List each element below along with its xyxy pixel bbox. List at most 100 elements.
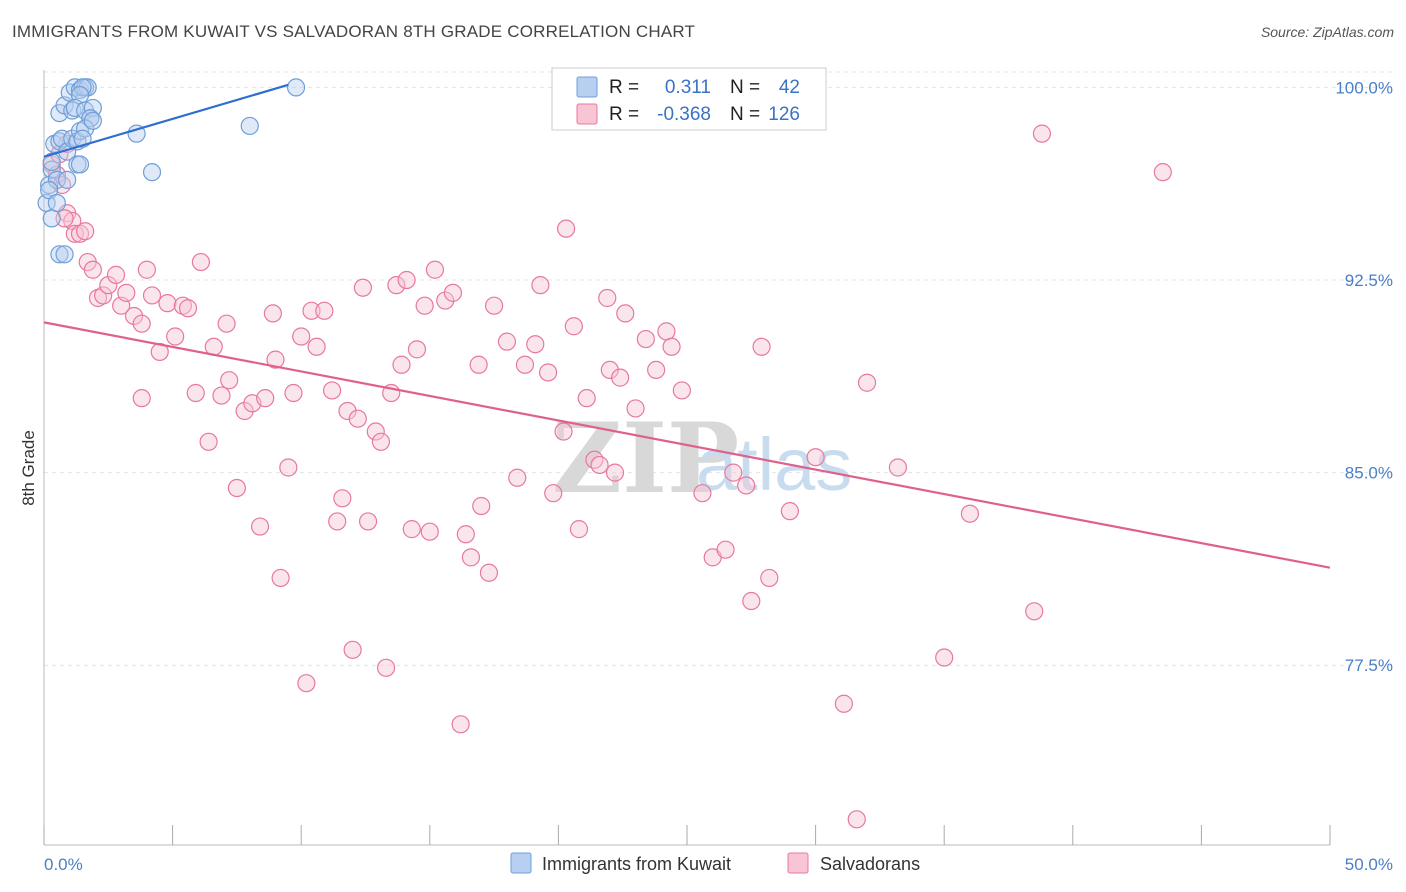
salvadorans-point-104 bbox=[672, 381, 691, 400]
kuwait-point-18 bbox=[78, 78, 97, 97]
salvadorans-point-70 bbox=[425, 260, 445, 279]
y-tick-labels: 77.5% 85.0% 92.5% 100.0% bbox=[1335, 78, 1393, 675]
salvadorans-point-71 bbox=[436, 291, 455, 310]
salvadorans-point-123 bbox=[1032, 124, 1052, 143]
y-axis-label: 8th Grade bbox=[19, 430, 38, 506]
salvadorans-point-124 bbox=[1153, 163, 1172, 182]
salvadorans-point-100 bbox=[636, 329, 655, 349]
salvadorans-point-40 bbox=[256, 389, 275, 408]
trend-line-salvadorans bbox=[43, 321, 1331, 569]
legend-swatch-kuwait bbox=[510, 852, 532, 874]
salvadorans-point-57 bbox=[353, 278, 373, 297]
salvadorans-point-6 bbox=[55, 209, 74, 228]
salvadorans-point-97 bbox=[611, 368, 630, 387]
salvadorans-point-91 bbox=[577, 389, 596, 408]
salvadorans-point-42 bbox=[266, 350, 285, 369]
kuwait-point-36 bbox=[50, 245, 69, 264]
salvadorans-point-39 bbox=[250, 517, 270, 536]
salvadorans-point-67 bbox=[407, 340, 427, 359]
salvadorans-point-119 bbox=[888, 458, 908, 477]
salvadorans-point-80 bbox=[497, 332, 517, 351]
stats-r-label-2: R = bbox=[609, 104, 639, 125]
salvadorans-point-121 bbox=[960, 504, 980, 523]
salvadorans-point-102 bbox=[657, 322, 676, 341]
kuwait-point-39 bbox=[142, 163, 162, 182]
kuwait-point-2 bbox=[42, 160, 61, 179]
salvadorans-point-81 bbox=[508, 468, 527, 487]
salvadorans-point-98 bbox=[616, 304, 635, 323]
salvadorans-point-55 bbox=[343, 640, 362, 659]
stats-n-label-1: N = bbox=[730, 77, 760, 98]
kuwait-point-10 bbox=[63, 129, 82, 148]
legend-swatch-salvadorans bbox=[787, 852, 809, 874]
stats-r-value-2: -0.368 bbox=[657, 104, 711, 125]
chart-title: IMMIGRANTS FROM KUWAIT VS SALVADORAN 8TH… bbox=[12, 22, 696, 41]
kuwait-point-37 bbox=[55, 245, 74, 264]
salvadorans-point-48 bbox=[302, 301, 321, 320]
kuwait-point-27 bbox=[81, 109, 100, 128]
salvadorans-point-45 bbox=[284, 383, 303, 403]
salvadorans-point-118 bbox=[857, 373, 877, 392]
x-tick-labels: 0.0% 50.0% bbox=[44, 855, 1393, 874]
kuwait-point-22 bbox=[65, 98, 84, 118]
salvadorans-point-36 bbox=[227, 478, 246, 498]
salvadorans-point-101 bbox=[647, 360, 666, 380]
salvadorans-point-29 bbox=[186, 383, 205, 403]
trend-lines bbox=[43, 83, 1331, 569]
series-salvadorans bbox=[42, 78, 1172, 829]
salvadorans-point-13 bbox=[88, 288, 108, 308]
salvadorans-point-82 bbox=[515, 355, 535, 374]
salvadorans-point-53 bbox=[333, 489, 352, 508]
salvadorans-point-108 bbox=[716, 540, 735, 559]
salvadorans-point-25 bbox=[173, 296, 192, 315]
salvadorans-point-27 bbox=[137, 260, 156, 279]
salvadorans-point-87 bbox=[554, 422, 573, 441]
salvadorans-point-120 bbox=[935, 648, 954, 667]
salvadorans-point-83 bbox=[526, 335, 545, 354]
x-tick-label-0: 0.0% bbox=[44, 855, 83, 874]
salvadorans-point-21 bbox=[142, 286, 162, 305]
salvadorans-point-115 bbox=[806, 448, 825, 467]
salvadorans-point-66 bbox=[402, 520, 421, 539]
salvadorans-point-114 bbox=[780, 502, 799, 521]
salvadorans-point-28 bbox=[132, 389, 151, 408]
salvadorans-point-99 bbox=[626, 399, 645, 418]
salvadorans-point-54 bbox=[338, 401, 357, 421]
y-tick-label-3: 100.0% bbox=[1335, 78, 1393, 97]
legend: Immigrants from Kuwait Salvadorans bbox=[510, 852, 920, 874]
salvadorans-point-90 bbox=[569, 520, 589, 539]
salvadorans-point-24 bbox=[166, 327, 185, 346]
salvadorans-point-69 bbox=[420, 522, 439, 541]
salvadorans-point-76 bbox=[469, 355, 488, 374]
salvadorans-point-88 bbox=[557, 219, 576, 238]
salvadorans-point-73 bbox=[451, 715, 470, 734]
salvadorans-point-44 bbox=[279, 458, 298, 477]
salvadorans-point-59 bbox=[366, 422, 385, 441]
salvadorans-point-72 bbox=[443, 283, 463, 302]
salvadorans-point-75 bbox=[461, 548, 481, 567]
stats-n-label-2: N = bbox=[730, 104, 760, 125]
salvadorans-point-12 bbox=[83, 260, 102, 279]
salvadorans-point-93 bbox=[590, 455, 609, 475]
salvadorans-point-33 bbox=[212, 386, 231, 405]
salvadorans-point-79 bbox=[485, 296, 504, 315]
salvadorans-point-110 bbox=[737, 476, 756, 495]
salvadorans-point-117 bbox=[847, 810, 866, 829]
salvadorans-point-47 bbox=[297, 674, 316, 693]
salvadorans-point-49 bbox=[307, 337, 326, 356]
salvadorans-point-86 bbox=[544, 484, 563, 503]
watermark-zip: ZIP bbox=[552, 402, 739, 515]
salvadorans-point-122 bbox=[1025, 602, 1044, 621]
salvadorans-point-84 bbox=[531, 276, 550, 295]
kuwait-point-41 bbox=[286, 78, 306, 97]
stats-swatch-pink bbox=[576, 103, 598, 125]
kuwait-point-21 bbox=[63, 101, 82, 120]
legend-label-kuwait: Immigrants from Kuwait bbox=[542, 854, 731, 874]
salvadorans-point-30 bbox=[191, 252, 210, 272]
salvadorans-point-37 bbox=[235, 401, 254, 421]
axes bbox=[43, 70, 1331, 846]
salvadorans-point-89 bbox=[564, 317, 583, 336]
salvadorans-point-19 bbox=[124, 306, 144, 326]
salvadorans-point-16 bbox=[106, 265, 126, 284]
